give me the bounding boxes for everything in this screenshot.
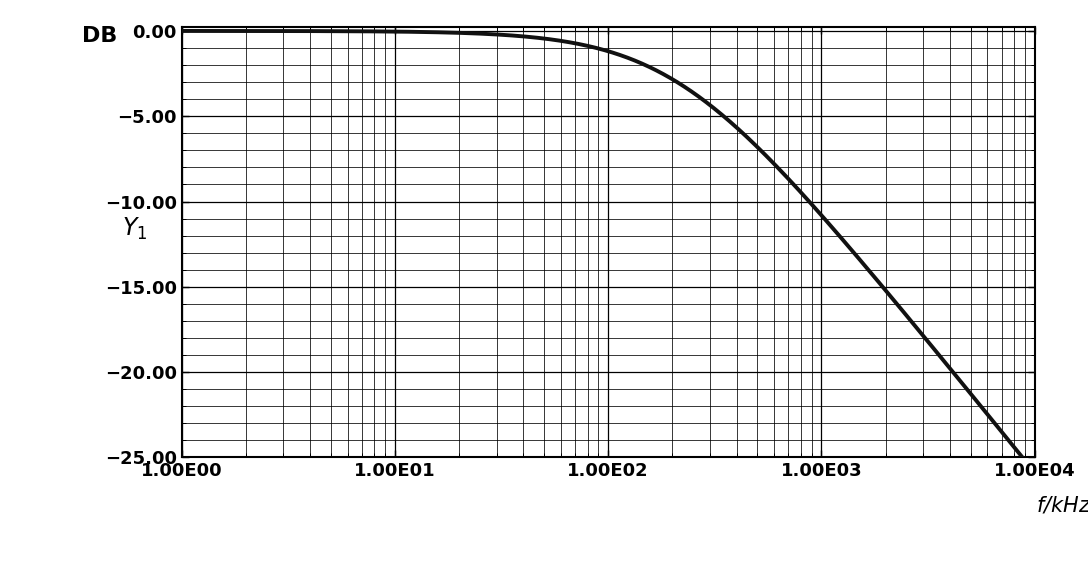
Text: DB: DB [82, 26, 118, 45]
Text: $f$/kHz: $f$/kHz [1037, 494, 1088, 515]
Y-axis label: $Y_1$: $Y_1$ [122, 216, 148, 242]
